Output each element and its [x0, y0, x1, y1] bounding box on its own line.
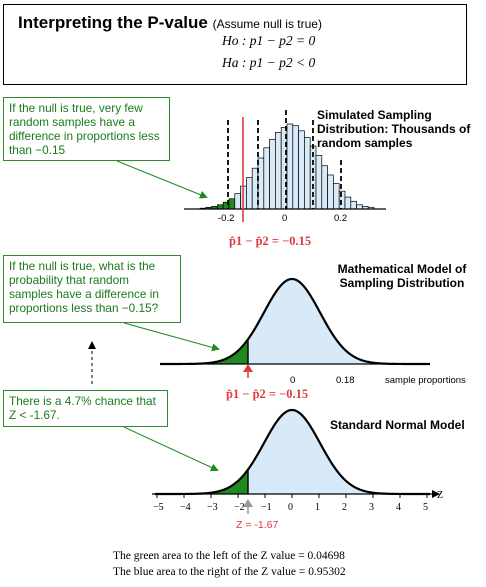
note-simulated: If the null is true, very few random sam… — [3, 97, 170, 161]
histogram-bar — [217, 204, 224, 210]
diff-label-2: p̂1 − p̂2 = −0.15 — [226, 387, 309, 401]
note3-arrow — [123, 426, 219, 472]
histogram-bar — [251, 167, 259, 210]
mathematical-model-curve — [160, 277, 430, 366]
histogram-bar — [344, 196, 352, 210]
histogram-bar — [292, 125, 299, 210]
histogram-bar — [321, 165, 328, 210]
footer-green-area: The green area to the left of the Z valu… — [113, 550, 345, 562]
title-box: Interpreting the P-value (Assume null is… — [3, 4, 467, 85]
red-up-arrowhead — [243, 364, 253, 372]
histogram-bar — [275, 132, 282, 210]
z-tick-label: 5 — [423, 502, 428, 513]
alternative-hypothesis: Ha : p1 − p2 < 0 — [222, 55, 316, 70]
heading-simulated: Simulated Sampling Distribution: Thousan… — [317, 108, 471, 150]
histogram-bar — [199, 207, 207, 210]
histogram-bar — [338, 190, 346, 210]
histogram-bar — [222, 201, 230, 210]
note1-arrow — [116, 160, 208, 199]
histogram-bar — [327, 174, 334, 210]
histogram-bar — [333, 183, 340, 210]
right-area — [248, 279, 430, 364]
left-tail-area — [155, 469, 248, 494]
histogram-bar — [362, 206, 369, 210]
z-tick-label: −5 — [153, 502, 164, 513]
heading-mathematical: Mathematical Model of Sampling Distribut… — [337, 262, 467, 290]
histogram-bar — [205, 206, 212, 210]
model-tick: 0 — [290, 375, 295, 386]
histogram-bar — [309, 145, 317, 210]
z-tick-label: 0 — [288, 502, 293, 513]
histogram-bar — [234, 193, 241, 210]
histogram-bar — [246, 177, 253, 210]
histogram-bar — [356, 204, 363, 210]
note2-arrow — [123, 322, 220, 352]
histogram-bar — [304, 137, 311, 210]
page-title: Interpreting the P-value (Assume null is… — [18, 13, 322, 33]
note-mathematical: If the null is true, what is the probabi… — [3, 255, 181, 323]
histogram-bar — [350, 200, 357, 210]
histogram-bar — [257, 157, 265, 210]
z-tick-label: −2 — [234, 502, 245, 513]
model-tick: 0.18 — [336, 375, 355, 386]
z-tick-label: 2 — [342, 502, 347, 513]
histogram-bar — [286, 123, 294, 210]
histogram-bar — [211, 206, 218, 210]
z-axis-ticks: −5 −4 −3 −2 −1 0 1 2 3 4 5 — [153, 494, 428, 513]
curve-line — [160, 277, 430, 366]
left-tail-area — [160, 339, 248, 364]
z-tick-label: −4 — [180, 502, 191, 513]
z-tick-label: −3 — [207, 502, 218, 513]
z-tick-label: −1 — [261, 502, 272, 513]
z-axis-label: Z — [437, 490, 443, 501]
hist-tick: 0.2 — [334, 213, 347, 224]
title-note: (Assume null is true) — [212, 17, 322, 31]
z-tick-label: 4 — [396, 502, 401, 513]
heading-standard: Standard Normal Model — [330, 418, 465, 432]
title-text: Interpreting the P-value — [18, 13, 208, 32]
hist-tick: 0 — [282, 213, 287, 224]
histogram-bar — [315, 155, 323, 210]
footer-blue-area: The blue area to the right of the Z valu… — [113, 566, 346, 578]
note-standard: There is a 4.7% chance that Z < -1.67. — [3, 390, 168, 427]
sample-proportions-label: sample proportions — [385, 375, 466, 386]
histogram-bar — [367, 206, 375, 210]
grey-up-arrowhead — [243, 499, 253, 507]
z-value-label: Z = -1.67 — [236, 519, 279, 531]
z-axis-arrowhead — [432, 490, 440, 498]
hist-tick: -0.2 — [218, 213, 234, 224]
histogram-bar — [240, 185, 247, 210]
diff-label-1: p̂1 − p̂2 = −0.15 — [229, 234, 312, 248]
z-tick-label: 3 — [369, 502, 374, 513]
null-hypothesis: Ho : p1 − p2 = 0 — [222, 33, 316, 48]
histogram-bar — [269, 138, 276, 210]
z-tick-label: 1 — [315, 502, 320, 513]
histogram-bar — [263, 147, 270, 210]
histogram-bar — [280, 127, 288, 210]
histogram-bar — [298, 130, 305, 210]
histogram-bar — [228, 198, 236, 210]
